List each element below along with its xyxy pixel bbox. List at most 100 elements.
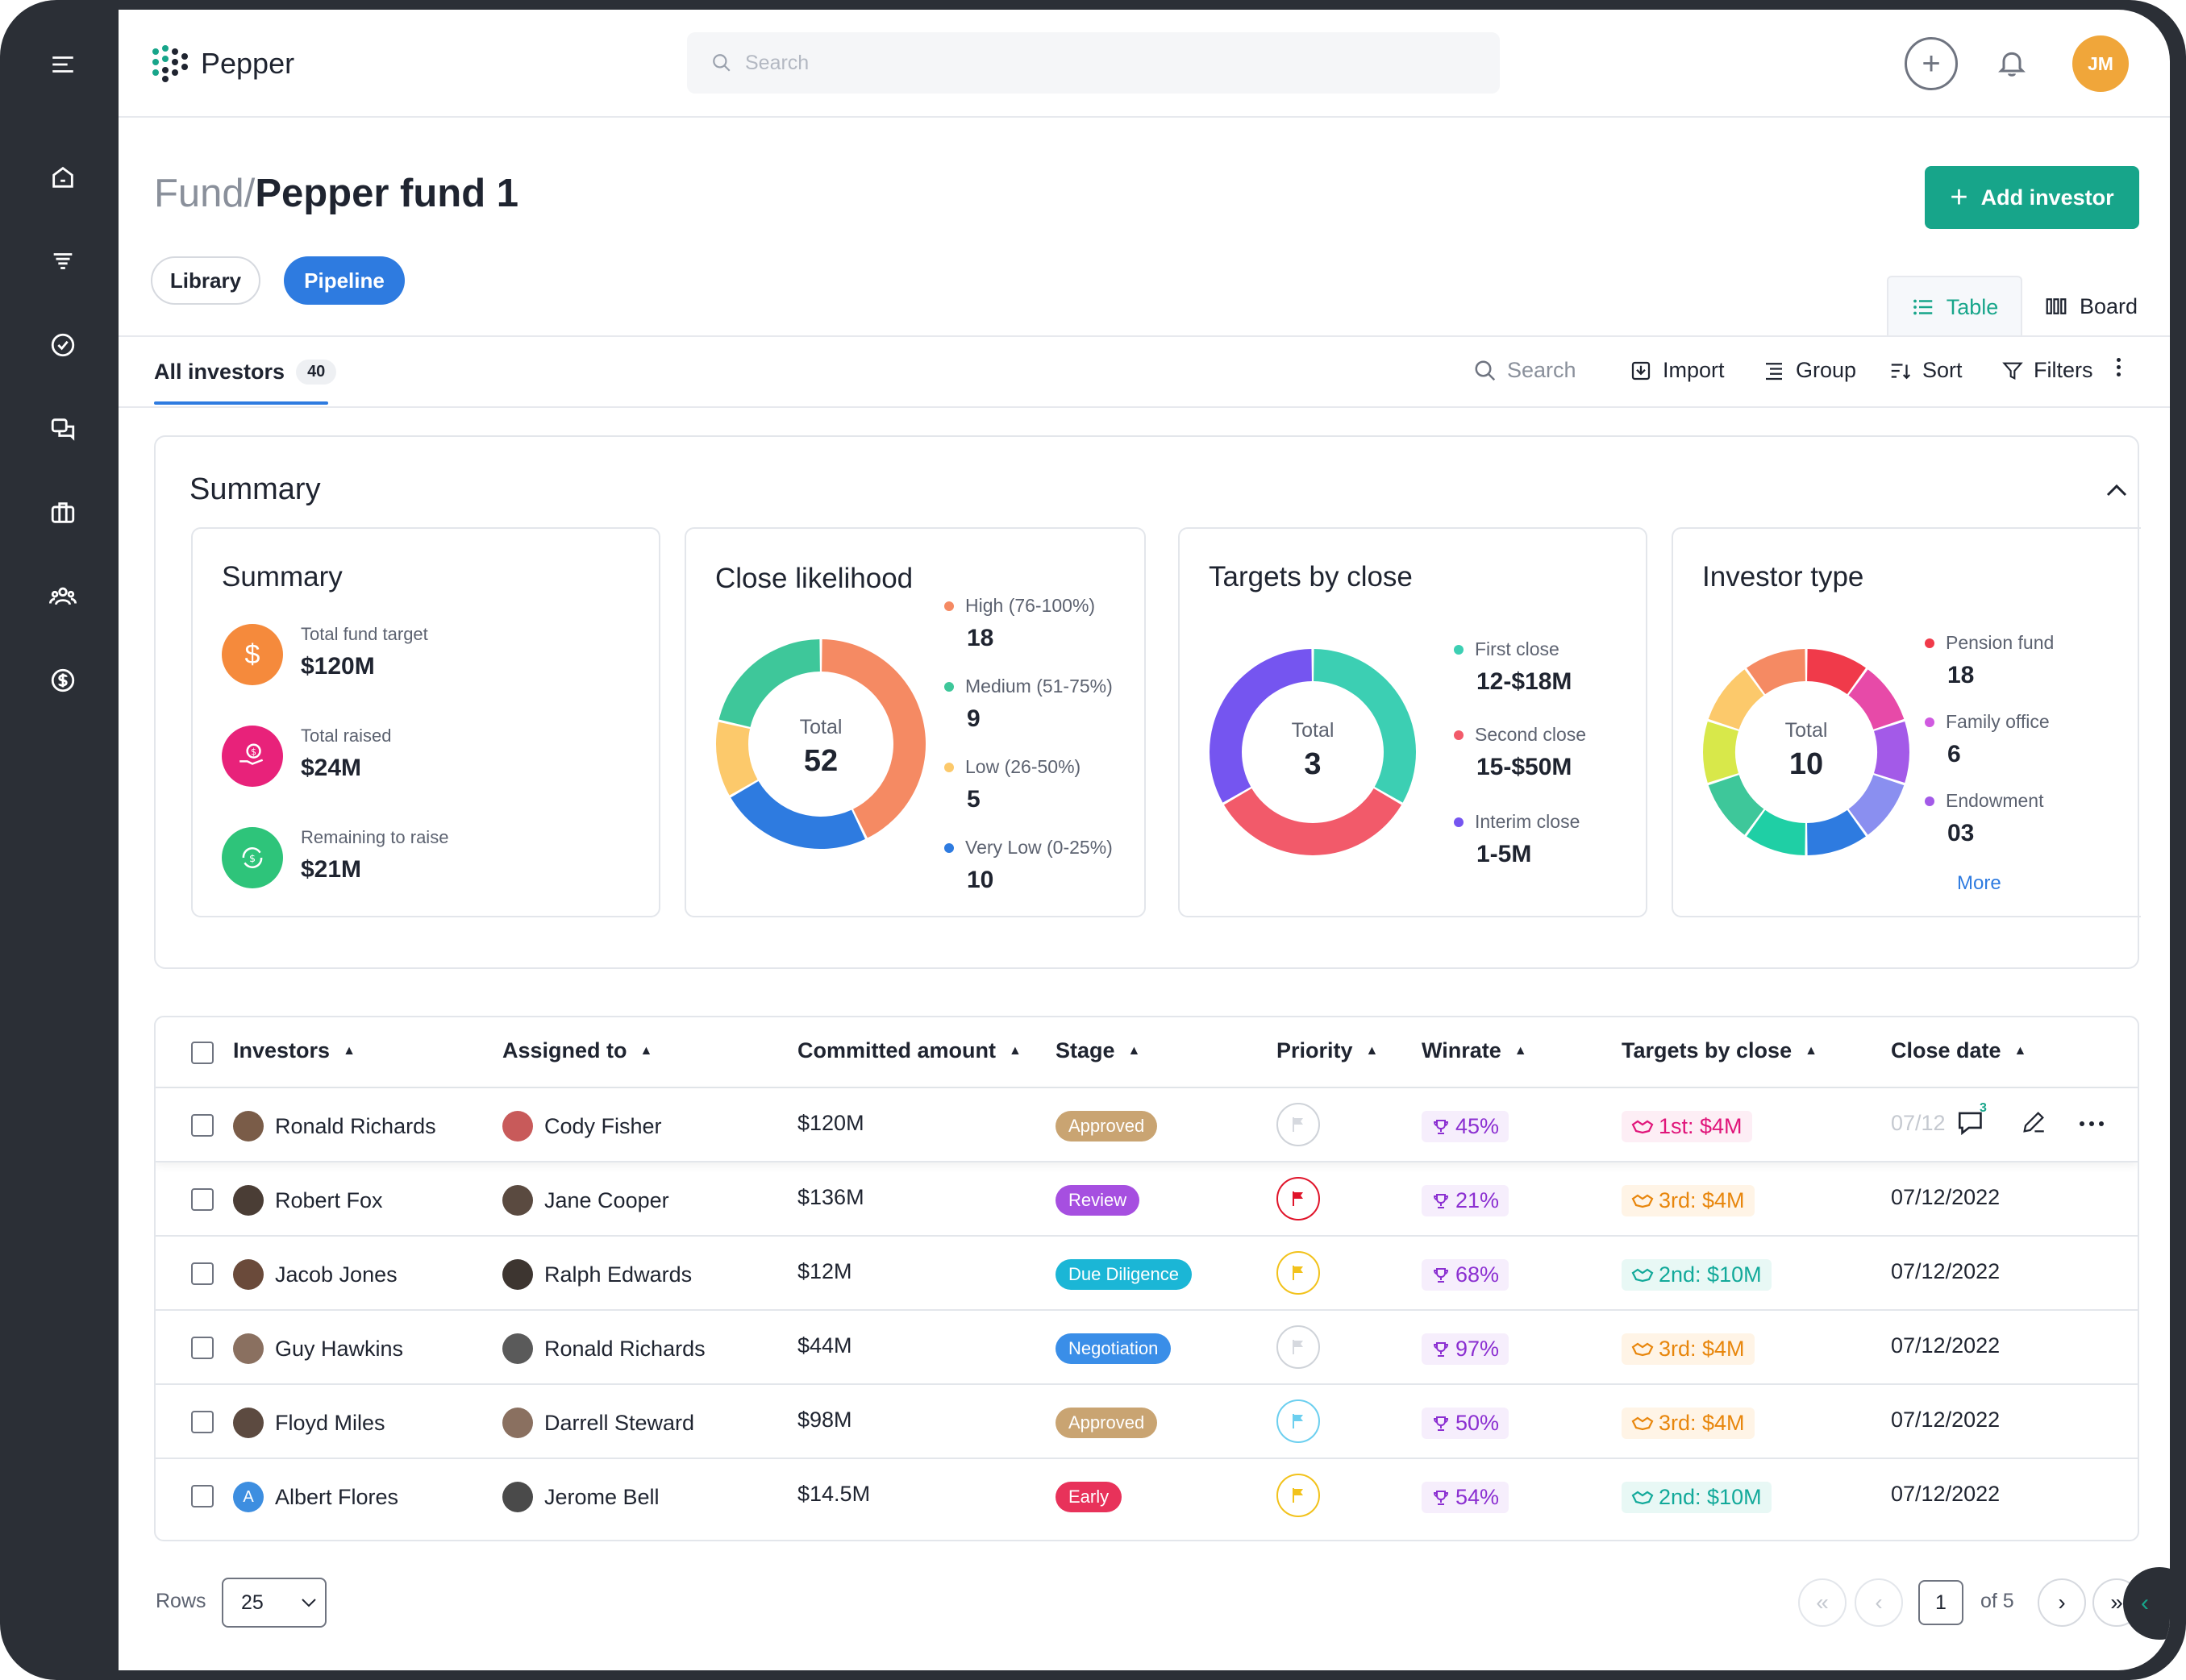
filters-button[interactable]: Filters (2001, 358, 2093, 383)
create-button[interactable]: + (1905, 37, 1958, 90)
view-table-tab[interactable]: Table (1887, 276, 2022, 337)
row-checkbox[interactable] (191, 1262, 214, 1285)
column-header-amount[interactable]: Committed amount ▲ (797, 1038, 1022, 1063)
assigned-cell[interactable]: Ronald Richards (502, 1333, 706, 1364)
column-header-investors[interactable]: Investors ▲ (233, 1038, 356, 1063)
investor-cell[interactable]: Jacob Jones (233, 1259, 398, 1290)
assignee-avatar (502, 1111, 533, 1141)
sort-asc-icon: ▲ (1127, 1043, 1141, 1058)
column-header-winrate[interactable]: Winrate ▲ (1422, 1038, 1527, 1063)
assigned-cell[interactable]: Ralph Edwards (502, 1259, 692, 1290)
next-page-button[interactable]: › (2038, 1578, 2086, 1627)
table-search-button[interactable]: Search (1473, 358, 1576, 383)
table-row[interactable]: Guy Hawkins Ronald Richards $44M Negotia… (156, 1311, 2138, 1385)
priority-cell[interactable] (1276, 1474, 1320, 1517)
stage-cell[interactable]: Approved (1056, 1111, 1158, 1141)
flag-icon (1276, 1325, 1320, 1369)
stage-cell[interactable]: Due Diligence (1056, 1259, 1192, 1290)
notifications-button[interactable] (1989, 40, 2034, 85)
view-board-tab[interactable]: Board (2044, 276, 2138, 337)
table-row[interactable]: A Albert Flores Jerome Bell $14.5M Early… (156, 1459, 2138, 1533)
app-logo[interactable]: Pepper (152, 45, 294, 82)
column-header-targets[interactable]: Targets by close ▲ (1622, 1038, 1818, 1063)
sort-button[interactable]: Sort (1888, 358, 1963, 383)
tab-all-investors[interactable]: All investors 40 (154, 360, 337, 385)
chat-icon[interactable] (47, 413, 79, 445)
row-checkbox[interactable] (191, 1411, 214, 1433)
winrate-cell: 97% (1422, 1333, 1509, 1365)
comments-button[interactable]: 3 (1955, 1101, 1988, 1138)
winrate-cell: 45% (1422, 1111, 1509, 1142)
investor-cell[interactable]: A Albert Flores (233, 1482, 398, 1512)
amount-cell: $98M (797, 1408, 852, 1432)
menu-icon[interactable] (47, 48, 79, 81)
investor-cell[interactable]: Robert Fox (233, 1185, 383, 1216)
table-row[interactable]: Floyd Miles Darrell Steward $98M Approve… (156, 1385, 2138, 1459)
winrate-value: 21% (1455, 1188, 1500, 1212)
rows-per-page-select[interactable]: 25 (222, 1578, 327, 1628)
bell-icon (1998, 52, 2026, 77)
row-more-button[interactable] (2080, 1121, 2104, 1126)
group-button[interactable]: Group (1762, 358, 1856, 383)
table-row[interactable]: Jacob Jones Ralph Edwards $12M Due Dilig… (156, 1237, 2138, 1311)
investor-cell[interactable]: Floyd Miles (233, 1408, 385, 1438)
current-page-input[interactable]: 1 (1918, 1580, 1963, 1625)
priority-cell[interactable] (1276, 1325, 1320, 1369)
edit-button[interactable] (2020, 1108, 2047, 1140)
import-button[interactable]: Import (1629, 358, 1725, 383)
legend-label: High (76-100%) (965, 595, 1096, 616)
dollar-icon[interactable] (47, 664, 79, 697)
row-checkbox[interactable] (191, 1337, 214, 1359)
legend-label: Second close (1475, 724, 1587, 745)
priority-cell[interactable] (1276, 1103, 1320, 1146)
assignee-avatar (502, 1482, 533, 1512)
breadcrumb-fund[interactable]: Fund/ (154, 172, 256, 215)
legend-item: Interim close 1-5M (1454, 811, 1580, 868)
column-header-assigned[interactable]: Assigned to ▲ (502, 1038, 652, 1063)
column-header-close-date[interactable]: Close date ▲ (1891, 1038, 2026, 1063)
assigned-cell[interactable]: Cody Fisher (502, 1111, 662, 1141)
assigned-cell[interactable]: Jerome Bell (502, 1482, 660, 1512)
stage-cell[interactable]: Early (1056, 1482, 1122, 1512)
priority-cell[interactable] (1276, 1399, 1320, 1443)
stage-cell[interactable]: Approved (1056, 1408, 1158, 1438)
investor-avatar (233, 1185, 264, 1216)
user-avatar[interactable]: JM (2072, 35, 2129, 92)
winrate-badge: 97% (1422, 1333, 1509, 1365)
priority-cell[interactable] (1276, 1251, 1320, 1295)
tab-library[interactable]: Library (151, 256, 260, 305)
more-options-button[interactable] (2117, 358, 2121, 376)
winrate-value: 97% (1455, 1337, 1500, 1361)
column-header-stage[interactable]: Stage ▲ (1056, 1038, 1140, 1063)
assigned-cell[interactable]: Jane Cooper (502, 1185, 669, 1216)
first-page-button[interactable]: « (1798, 1578, 1847, 1627)
row-checkbox[interactable] (191, 1188, 214, 1211)
tab-pipeline[interactable]: Pipeline (284, 256, 405, 305)
stage-cell[interactable]: Review (1056, 1185, 1140, 1216)
investor-type-more-link[interactable]: More (1957, 872, 2001, 894)
users-icon[interactable] (47, 580, 79, 613)
column-header-priority[interactable]: Priority ▲ (1276, 1038, 1378, 1063)
check-circle-icon[interactable] (47, 329, 79, 361)
global-search[interactable] (687, 32, 1500, 94)
add-investor-button[interactable]: + Add investor (1925, 166, 2139, 229)
select-all-checkbox[interactable] (191, 1042, 214, 1064)
assigned-cell[interactable]: Darrell Steward (502, 1408, 694, 1438)
investor-cell[interactable]: Ronald Richards (233, 1111, 436, 1141)
prev-page-button[interactable]: ‹ (1855, 1578, 1903, 1627)
table-row[interactable]: Ronald Richards Cody Fisher $120M Approv… (156, 1088, 2138, 1162)
stage-cell[interactable]: Negotiation (1056, 1333, 1172, 1364)
funnel-icon[interactable] (47, 245, 79, 277)
priority-cell[interactable] (1276, 1177, 1320, 1220)
collapse-panel-button[interactable]: ‹ (2123, 1567, 2170, 1640)
chevron-up-icon[interactable] (2105, 482, 2128, 498)
investor-cell[interactable]: Guy Hawkins (233, 1333, 403, 1364)
target-cell: 3rd: $4M (1622, 1185, 1755, 1216)
investor-avatar (233, 1259, 264, 1290)
briefcase-icon[interactable] (47, 497, 79, 529)
row-checkbox[interactable] (191, 1485, 214, 1507)
search-input[interactable] (745, 51, 1390, 75)
table-row[interactable]: Robert Fox Jane Cooper $136M Review 21% (156, 1162, 2138, 1237)
home-icon[interactable] (47, 161, 79, 193)
row-checkbox[interactable] (191, 1114, 214, 1137)
